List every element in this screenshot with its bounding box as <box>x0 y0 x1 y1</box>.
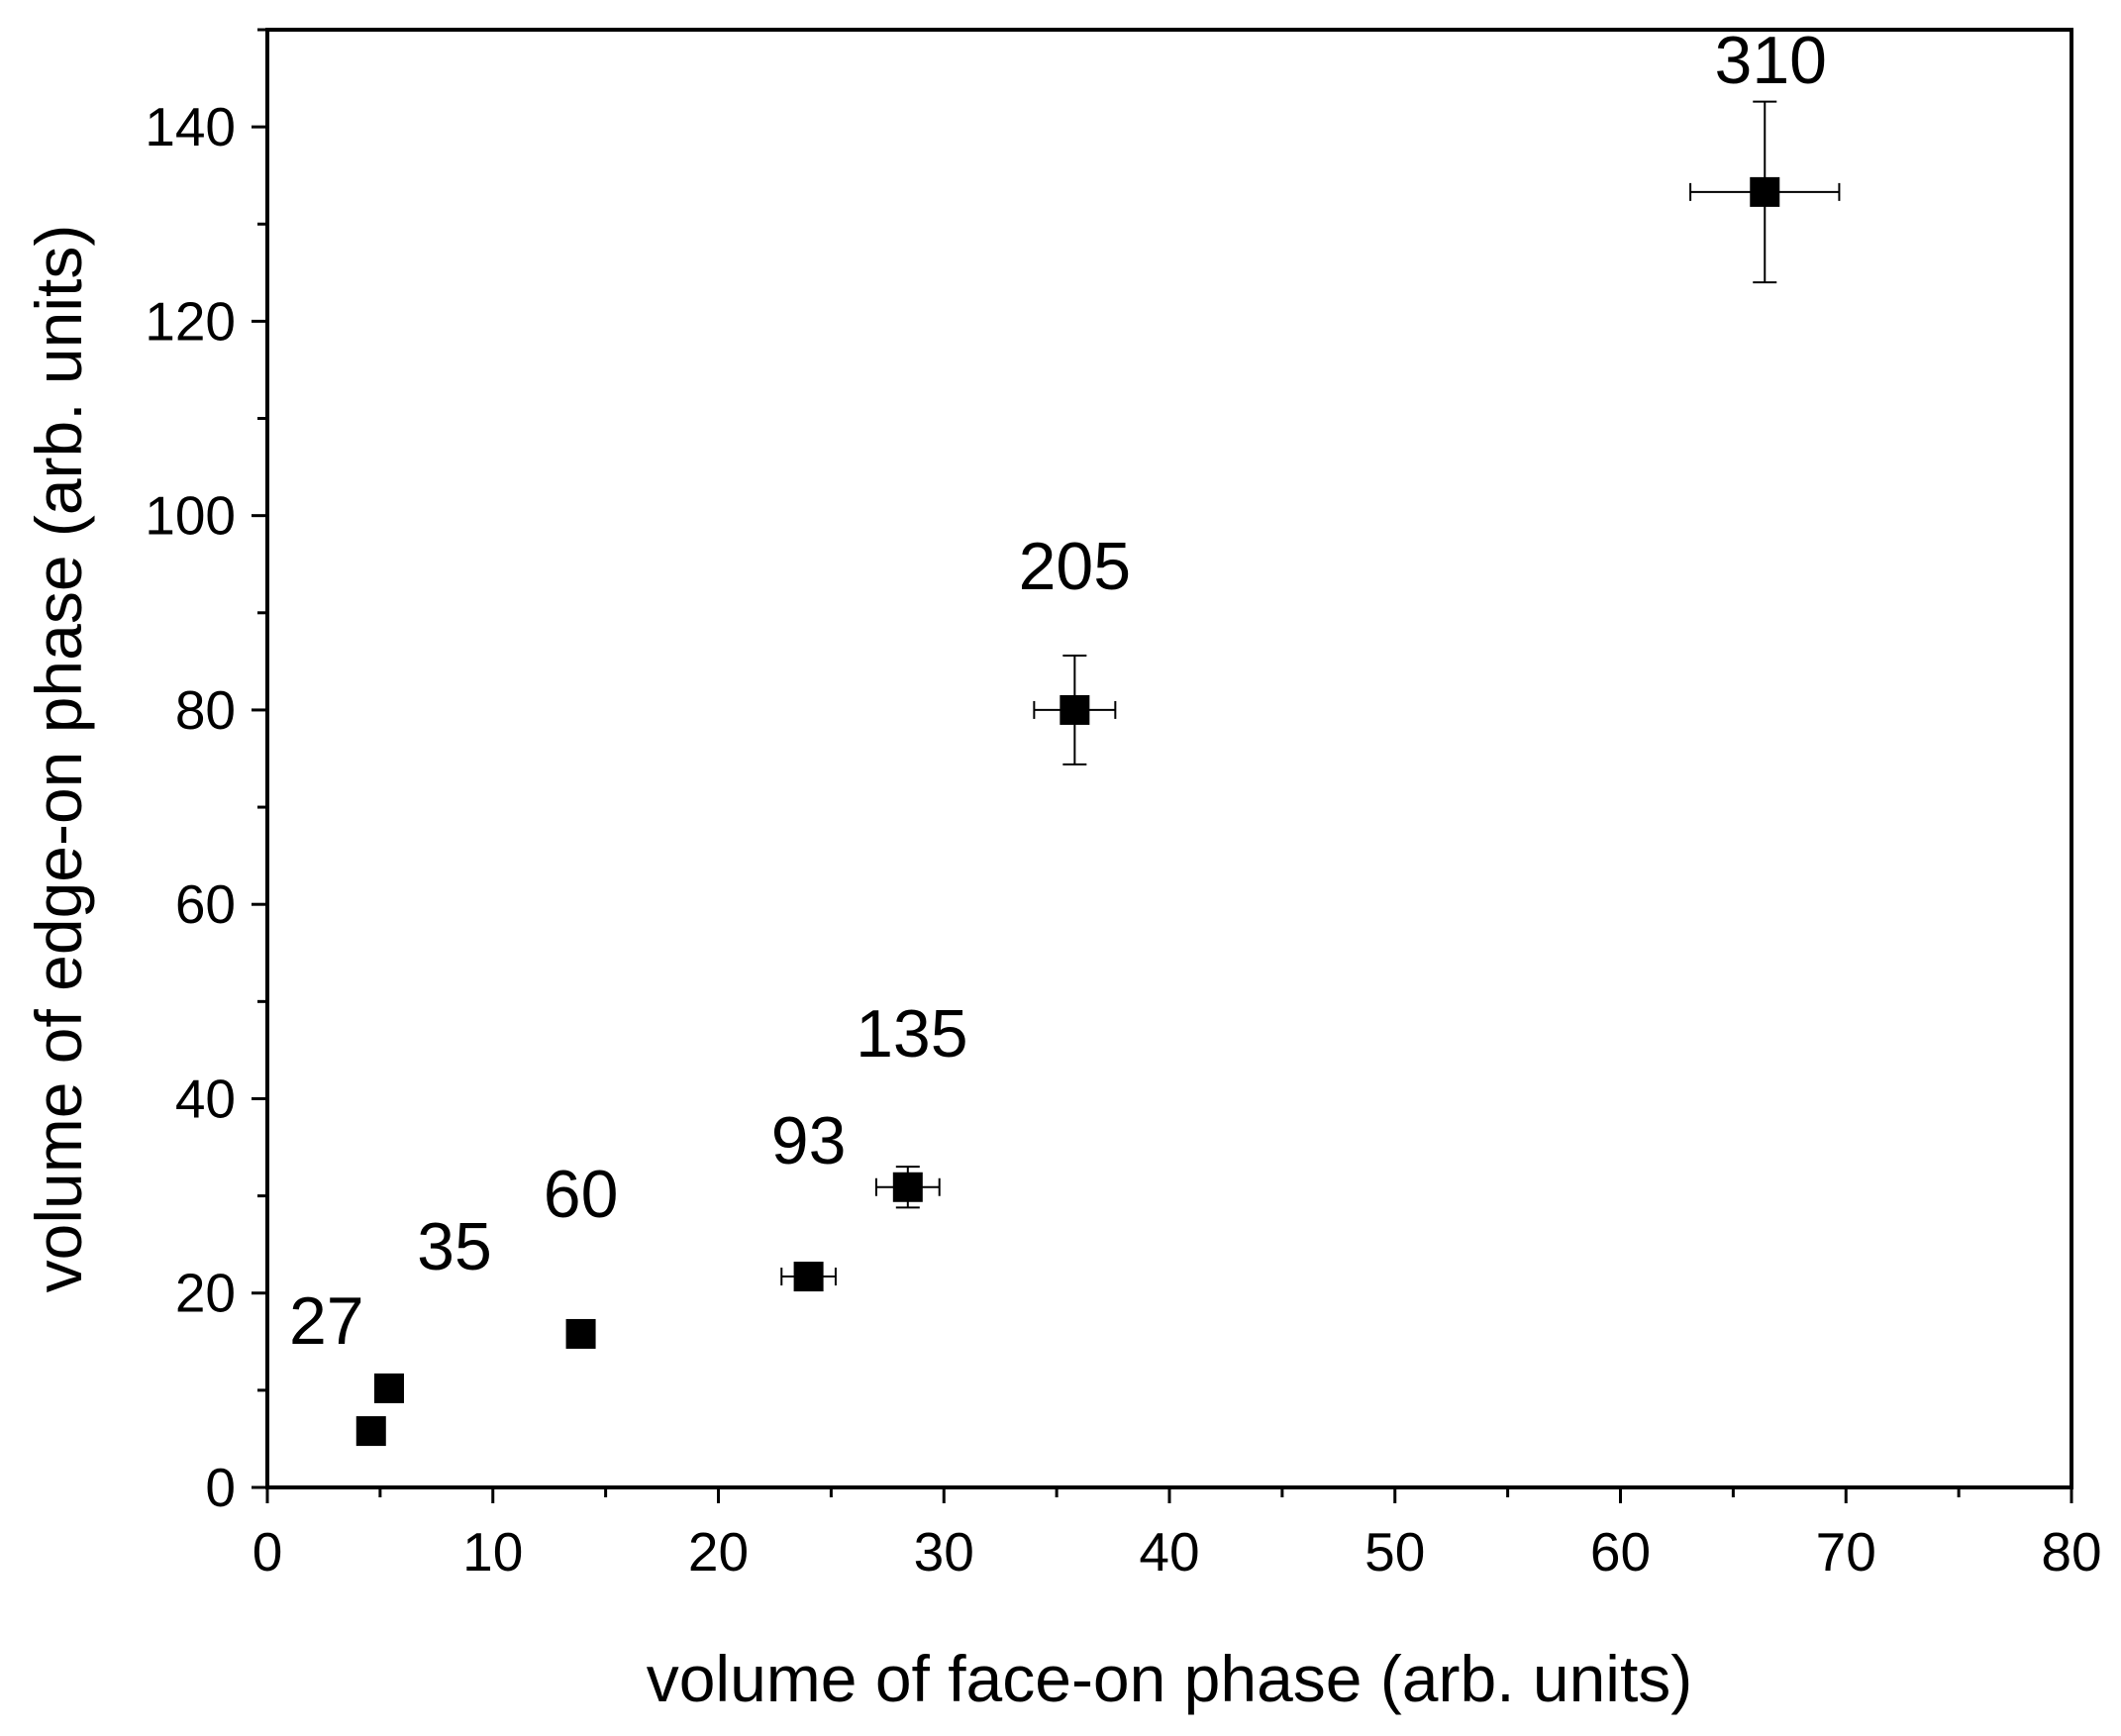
square-marker <box>1060 694 1090 725</box>
data-point: 205 <box>1019 529 1131 766</box>
data-point: 60 <box>544 1157 619 1349</box>
point-label: 35 <box>417 1209 492 1284</box>
y-tick-label: 20 <box>175 1263 236 1324</box>
x-tick-label: 20 <box>688 1521 749 1583</box>
square-marker <box>1750 176 1780 207</box>
x-tick-label: 10 <box>462 1521 523 1583</box>
x-tick-label: 0 <box>252 1521 283 1583</box>
data-point: 310 <box>1689 23 1841 284</box>
x-axis-title: volume of face-on phase (arb. units) <box>647 1642 1693 1715</box>
data-point: 135 <box>856 996 968 1209</box>
point-label: 310 <box>1715 23 1827 98</box>
x-axis: 0 10 20 30 40 50 60 70 80 <box>252 1487 2102 1583</box>
y-tick-label: 60 <box>175 873 236 935</box>
x-tick-label: 50 <box>1364 1521 1425 1583</box>
y-axis: 0 20 40 60 80 100 120 140 <box>145 28 267 1518</box>
data-point: 27 <box>289 1283 386 1447</box>
square-marker <box>793 1262 824 1292</box>
y-axis-title: volume of edge-on phase (arb. units) <box>22 225 95 1293</box>
square-marker <box>565 1318 596 1349</box>
point-label: 60 <box>544 1157 619 1232</box>
y-tick-label: 140 <box>145 96 236 157</box>
square-marker <box>892 1172 923 1202</box>
x-tick-label: 80 <box>2041 1521 2101 1583</box>
square-marker <box>373 1373 404 1403</box>
x-tick-label: 70 <box>1816 1521 1876 1583</box>
y-tick-label: 120 <box>145 290 236 352</box>
x-tick-label: 60 <box>1590 1521 1651 1583</box>
data-point: 93 <box>771 1103 847 1292</box>
y-tick-label: 100 <box>145 485 236 547</box>
plot-frame <box>265 28 2073 1489</box>
x-tick-label: 40 <box>1139 1521 1199 1583</box>
square-marker <box>355 1416 386 1447</box>
x-tick-label: 30 <box>914 1521 974 1583</box>
y-tick-label: 40 <box>175 1068 236 1129</box>
data-point: 35 <box>373 1209 492 1403</box>
y-tick-label: 0 <box>205 1457 236 1518</box>
point-label: 93 <box>771 1103 847 1178</box>
point-label: 205 <box>1019 529 1131 604</box>
point-label: 27 <box>289 1283 364 1359</box>
point-label: 135 <box>856 996 967 1072</box>
y-tick-label: 80 <box>175 679 236 741</box>
